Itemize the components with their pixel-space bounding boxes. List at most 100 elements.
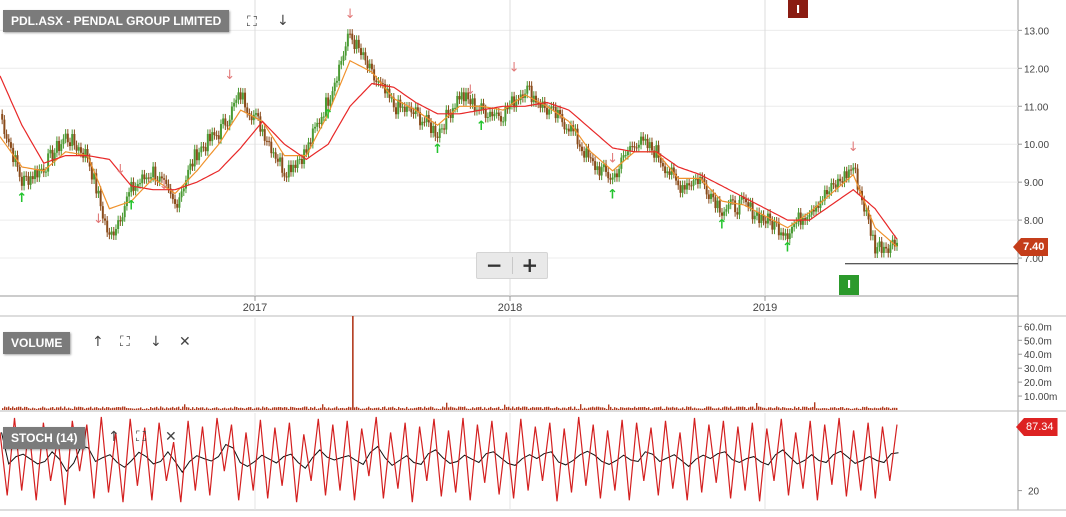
candle-body xyxy=(764,220,767,224)
candle-body xyxy=(121,217,124,222)
volume-bar xyxy=(386,408,388,410)
candle-body xyxy=(443,128,446,130)
volume-bar xyxy=(148,408,150,410)
candle-body xyxy=(292,164,295,173)
price-tick-label: 12.00 xyxy=(1024,64,1049,75)
stoch-tick-label: 20 xyxy=(1028,487,1040,498)
volume-bar xyxy=(770,407,772,410)
close-icon[interactable]: ✕ xyxy=(165,429,177,445)
move-down-icon[interactable]: ↓ xyxy=(150,334,162,350)
move-up-icon[interactable]: ↑ xyxy=(92,334,104,350)
volume-bar xyxy=(496,407,498,410)
candle-body xyxy=(399,99,402,108)
sell-arrow-icon: ↓ xyxy=(509,60,520,75)
volume-bar xyxy=(690,406,692,410)
candle-body xyxy=(486,116,489,118)
candle-body xyxy=(526,85,529,94)
candle-body xyxy=(631,146,634,148)
volume-bar xyxy=(790,408,792,410)
volume-bar xyxy=(346,407,348,410)
candle-body xyxy=(841,181,844,183)
volume-bar xyxy=(480,406,482,410)
volume-bar xyxy=(458,406,460,410)
volume-bar xyxy=(566,408,568,410)
volume-bar xyxy=(584,407,586,410)
zoom-in-button[interactable]: + xyxy=(521,253,539,277)
volume-bar xyxy=(244,408,246,410)
volume-bar xyxy=(446,402,448,410)
volume-bar xyxy=(606,408,608,410)
volume-bar xyxy=(498,406,500,410)
volume-bar xyxy=(52,407,54,410)
volume-bar xyxy=(62,408,64,410)
close-icon[interactable]: ✕ xyxy=(179,334,191,350)
volume-bar xyxy=(176,407,178,410)
event-flag-top[interactable]: I xyxy=(788,0,808,18)
volume-bar xyxy=(630,407,632,410)
volume-bar xyxy=(816,408,818,410)
candle-body xyxy=(23,175,26,186)
volume-bar xyxy=(792,408,794,410)
volume-bar xyxy=(612,408,614,410)
volume-bar xyxy=(312,407,314,410)
sell-arrow-icon: ↓ xyxy=(159,178,170,193)
volume-bar xyxy=(876,408,878,410)
volume-bar xyxy=(828,408,830,410)
move-up-icon[interactable]: ↑ xyxy=(108,429,120,445)
candle-body xyxy=(734,200,737,213)
buy-arrow-icon: ↑ xyxy=(323,108,334,123)
candle-body xyxy=(567,128,570,132)
zoom-out-button[interactable]: − xyxy=(485,253,503,277)
candle-body xyxy=(712,193,715,198)
candle-body xyxy=(640,136,643,145)
volume-bar xyxy=(12,406,14,410)
candle-body xyxy=(66,133,69,143)
candle-body xyxy=(77,147,80,151)
candle-body xyxy=(664,166,667,174)
volume-bar xyxy=(308,408,310,410)
sell-arrow-icon: ↓ xyxy=(345,7,356,22)
arrow-down-icon[interactable]: ↓ xyxy=(277,13,289,29)
candle-body xyxy=(195,149,198,161)
candle-body xyxy=(364,52,367,61)
candle-body xyxy=(222,118,225,125)
volume-bar xyxy=(670,407,672,410)
volume-bar xyxy=(194,408,196,410)
volume-bar xyxy=(354,407,356,410)
candle-body xyxy=(211,132,214,142)
volume-bar xyxy=(594,407,596,410)
sell-arrow-icon: ↓ xyxy=(848,140,859,155)
volume-bar xyxy=(22,408,24,410)
volume-bar xyxy=(598,406,600,410)
volume-bar xyxy=(154,407,156,410)
expand-icon[interactable]: ⛶ xyxy=(247,14,257,30)
volume-bar xyxy=(794,406,796,410)
candle-body xyxy=(366,60,369,69)
volume-bar xyxy=(614,407,616,410)
volume-bar xyxy=(412,408,414,410)
volume-bar xyxy=(348,406,350,410)
volume-tick-label: 10.00m xyxy=(1024,392,1057,403)
event-flag-bottom[interactable]: I xyxy=(839,275,859,295)
candle-body xyxy=(25,175,28,177)
volume-bar xyxy=(664,408,666,410)
volume-bar xyxy=(484,407,486,410)
volume-bar xyxy=(522,406,524,410)
candle-body xyxy=(749,202,752,207)
candle-body xyxy=(607,171,610,179)
expand-icon[interactable]: ⛶ xyxy=(136,429,146,445)
volume-bar xyxy=(492,408,494,410)
volume-bar xyxy=(468,408,470,410)
candle-body xyxy=(237,92,240,100)
volume-bar xyxy=(856,407,858,410)
expand-icon[interactable]: ⛶ xyxy=(120,334,130,350)
volume-bar xyxy=(100,408,102,410)
volume-bar xyxy=(808,408,810,410)
candle-body xyxy=(615,173,618,178)
volume-bar xyxy=(476,407,478,410)
candle-body xyxy=(329,99,332,106)
candle-body xyxy=(766,213,769,224)
volume-bar xyxy=(694,407,696,410)
candle-body xyxy=(801,218,804,225)
volume-bar xyxy=(262,406,264,410)
